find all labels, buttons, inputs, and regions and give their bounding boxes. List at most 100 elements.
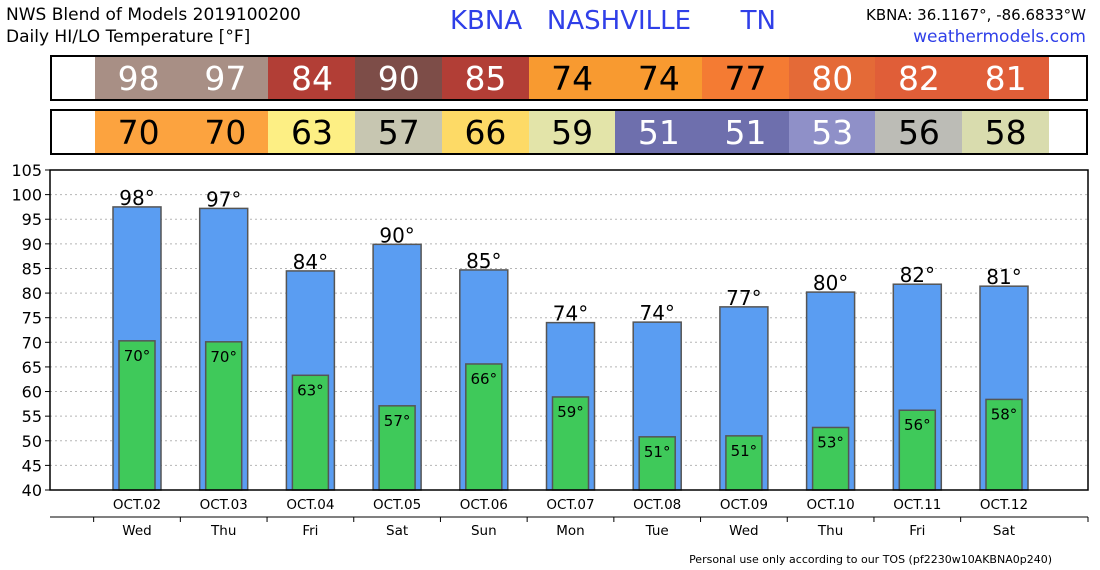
low-temp-bar (551, 396, 590, 491)
x-tick-label-date: OCT.07 (546, 497, 594, 513)
low-temp-cell: 51 (615, 111, 703, 153)
x-tick-label-date: OCT.12 (980, 497, 1028, 513)
high-temp-label: 85° (466, 249, 501, 273)
high-temp-cell: 85 (441, 57, 530, 99)
x-tick-label-weekday: Fri (302, 523, 318, 539)
y-tick-label: 95 (22, 210, 42, 229)
low-temperature-strip: 70 70 63 57 66 59 51 51 53 56 58 (50, 109, 1088, 155)
low-temp-bar (291, 374, 330, 491)
x-tick-label-date: OCT.02 (113, 497, 161, 513)
x-tick-label-date: OCT.10 (807, 497, 855, 513)
high-temp-cell: 81 (962, 57, 1050, 99)
x-tick-label-date: OCT.08 (633, 497, 681, 513)
low-temp-label: 63° (297, 381, 324, 399)
low-temp-bar (638, 436, 676, 491)
low-temp-cell: 58 (962, 111, 1050, 153)
low-temp-cell: 70 (95, 111, 183, 153)
low-temp-cell: 70 (181, 111, 269, 153)
low-temp-bar (204, 341, 243, 491)
low-temp-label: 70° (124, 347, 151, 365)
y-tick-label: 85 (22, 259, 42, 278)
x-tick-label-weekday: Thu (817, 523, 843, 539)
y-tick-label: 100 (11, 186, 42, 205)
y-tick-label: 70 (22, 333, 42, 352)
temperature-bar-chart: 40 45 50 55 60 65 70 75 80 85 90 95 100 105 98° 70° OCT.… (11, 161, 1089, 539)
x-tick-label-weekday: Mon (556, 523, 584, 539)
high-temp-label: 97° (206, 187, 241, 211)
low-temp-cell: 57 (355, 111, 443, 153)
high-temp-label: 98° (119, 186, 154, 210)
low-temp-cell: 63 (268, 111, 356, 153)
y-tick-label: 105 (11, 161, 42, 180)
low-temp-label: 59° (557, 403, 584, 421)
high-temp-label: 90° (379, 223, 414, 247)
high-temp-cell: 90 (355, 57, 443, 99)
high-temp-cell: 74 (528, 57, 616, 99)
chart-header-right: KBNA: 36.1167°, -86.6833°W weathermodels… (866, 4, 1086, 48)
x-tick-label-weekday: Fri (909, 523, 925, 539)
y-tick-label: 75 (22, 309, 42, 328)
low-temp-label: 51° (731, 442, 758, 460)
x-tick-label-weekday: Wed (729, 523, 758, 539)
low-temp-bar (985, 398, 1023, 491)
y-tick-label: 55 (22, 407, 42, 426)
high-temp-cell: 84 (268, 57, 356, 99)
high-temp-cell: 82 (875, 57, 963, 99)
low-temp-label: 56° (904, 416, 931, 434)
low-temp-label: 66° (471, 370, 498, 388)
low-temp-bar (725, 435, 763, 491)
high-temp-cell: 80 (788, 57, 876, 99)
low-temp-cell: 53 (788, 111, 876, 153)
x-tick-label-weekday: Sun (471, 523, 497, 539)
low-temp-label: 53° (817, 433, 844, 451)
y-tick-label: 40 (22, 481, 42, 500)
y-tick-label: 60 (22, 383, 42, 402)
chart-header-left: NWS Blend of Models 2019100200 Daily HI/… (6, 4, 301, 48)
y-tick-label: 45 (22, 456, 42, 475)
x-tick-label-date: OCT.04 (286, 497, 334, 513)
high-temp-label: 80° (813, 271, 848, 295)
low-temp-label: 57° (384, 412, 411, 430)
y-tick-label: 65 (22, 358, 42, 377)
x-tick-label-weekday: Tue (645, 523, 669, 539)
x-tick-label-weekday: Thu (210, 523, 236, 539)
y-tick-label: 80 (22, 284, 42, 303)
high-temp-label: 74° (553, 302, 588, 326)
x-tick-label-weekday: Sat (993, 523, 1015, 539)
low-temp-cell: 56 (875, 111, 963, 153)
high-temp-cell: 98 (95, 57, 183, 99)
low-temp-bar (378, 405, 416, 491)
model-run-title: NWS Blend of Models 2019100200 (6, 5, 301, 25)
low-temp-label: 51° (644, 443, 671, 461)
x-tick-label-date: OCT.03 (200, 497, 248, 513)
high-temp-label: 77° (726, 286, 761, 310)
station-coordinates: KBNA: 36.1167°, -86.6833°W (865, 6, 1086, 24)
station-title: KBNA NASHVILLE TN (450, 6, 776, 36)
low-temp-label: 70° (210, 348, 237, 366)
x-tick-label-date: OCT.09 (720, 497, 768, 513)
low-temp-label: 58° (991, 405, 1018, 423)
x-tick-label-date: OCT.05 (373, 497, 421, 513)
high-temp-label: 74° (639, 301, 674, 325)
website-link[interactable]: weathermodels.com (913, 27, 1086, 47)
low-temp-bar (465, 363, 503, 491)
high-temp-cell: 97 (181, 57, 269, 99)
y-tick-label: 90 (22, 235, 42, 254)
x-tick-label-weekday: Wed (122, 523, 151, 539)
high-temp-label: 82° (900, 263, 935, 287)
high-temperature-strip: 98 97 84 90 85 74 74 77 80 82 81 (50, 55, 1088, 101)
low-temp-cell: 66 (441, 111, 530, 153)
chart-subtitle: Daily HI/LO Temperature [°F] (6, 27, 251, 47)
terms-footer: Personal use only according to our TOS (… (689, 553, 1052, 566)
high-temp-label: 84° (293, 250, 328, 274)
low-temp-bar (811, 426, 850, 491)
high-temp-cell: 77 (701, 57, 790, 99)
low-temp-cell: 59 (528, 111, 616, 153)
high-temp-cell: 74 (615, 57, 703, 99)
low-temp-bar (118, 340, 156, 491)
x-tick-label-date: OCT.06 (460, 497, 508, 513)
high-temp-label: 81° (986, 265, 1021, 289)
plot-frame (49, 169, 1089, 491)
x-tick-label-weekday: Sat (386, 523, 408, 539)
x-tick-label-date: OCT.11 (893, 497, 941, 513)
